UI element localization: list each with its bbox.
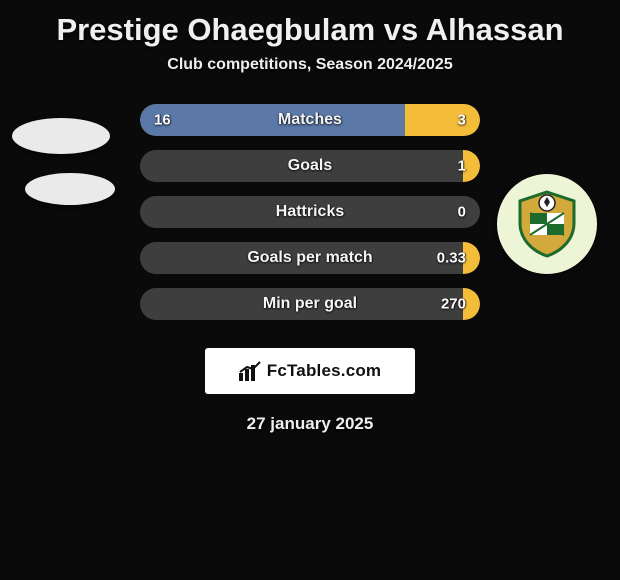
stat-row: 0 Hattricks [140,196,480,228]
player-left-avatar-1 [12,118,110,154]
stat-label: Goals per match [247,249,372,267]
stat-value-right: 270 [441,296,466,313]
bars-icon [239,361,261,381]
stat-row: 16 3 Matches [140,104,480,136]
player-right-crest [497,174,597,274]
stat-seg-left [140,104,405,136]
date-text: 27 january 2025 [0,414,620,434]
brand-badge: FcTables.com [205,348,415,394]
stats-container: 16 3 Matches 1 Goals 0 Hattricks 0.33 Goals per … [140,104,480,320]
player-left-avatar-2 [25,173,115,205]
brand-text: FcTables.com [267,361,382,381]
stat-label: Matches [278,111,342,129]
stat-value-right: 3 [458,112,466,129]
stat-value-right: 0.33 [437,250,466,267]
page-title: Prestige Ohaegbulam vs Alhassan [0,0,620,48]
stat-row: 270 Min per goal [140,288,480,320]
stat-value-right: 0 [458,204,466,221]
subtitle: Club competitions, Season 2024/2025 [0,56,620,74]
stat-value-right: 1 [458,158,466,175]
stat-label: Min per goal [263,295,357,313]
stat-value-left: 16 [154,112,171,129]
stat-row: 0.33 Goals per match [140,242,480,274]
stat-seg-right [405,104,480,136]
stat-row: 1 Goals [140,150,480,182]
crest-icon [512,189,582,259]
stat-label: Goals [288,157,332,175]
stat-label: Hattricks [276,203,344,221]
